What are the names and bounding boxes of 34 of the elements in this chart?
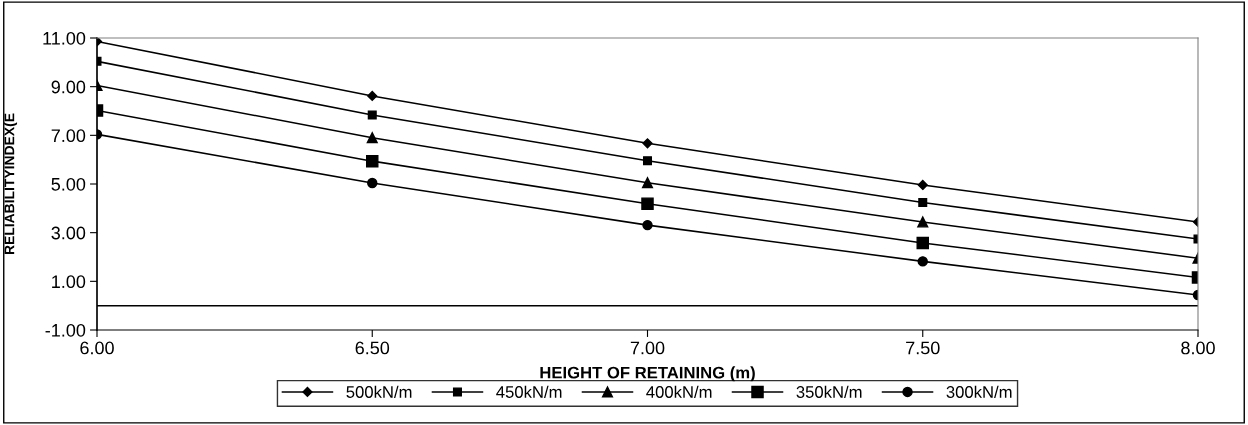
point — [916, 236, 930, 250]
point — [367, 90, 378, 102]
legend-label: 500kN/m — [346, 385, 412, 398]
point — [641, 177, 654, 189]
point — [642, 156, 653, 166]
point — [917, 216, 929, 228]
point — [642, 138, 653, 149]
y-tick-label: 5.00 — [51, 177, 86, 191]
point — [918, 197, 928, 208]
y-tick-label: 11.00 — [43, 31, 86, 45]
point — [917, 256, 928, 267]
x-tick-label: 6.50 — [355, 341, 390, 355]
legend-label: 400kN/m — [646, 385, 712, 398]
x-axis-title: HEIGHT OF RETAINING (m) — [540, 366, 755, 382]
point — [367, 110, 377, 120]
point — [642, 219, 653, 231]
legend-label: 350kN/m — [796, 385, 862, 398]
x-tick-label: 6.00 — [80, 341, 114, 355]
point — [366, 132, 378, 144]
point — [367, 177, 378, 189]
x-tick-label: 7.50 — [906, 341, 940, 355]
x-tick-label: 7.00 — [630, 341, 665, 355]
legend-label: 300kN/m — [946, 385, 1012, 398]
x-tick-label: 8.00 — [1181, 341, 1215, 355]
y-tick-label: 7.00 — [51, 129, 86, 143]
y-tick-label: 9.00 — [51, 80, 86, 94]
point — [917, 179, 928, 191]
y-axis-title: RELIABILITYINDEX(E — [4, 113, 18, 255]
point — [641, 197, 654, 210]
y-tick-label: -1.00 — [45, 323, 86, 337]
point — [365, 154, 379, 168]
legend-label: 450kN/m — [496, 385, 562, 398]
y-tick-label: 3.00 — [51, 226, 86, 240]
y-tick-label: 1.00 — [52, 275, 86, 289]
